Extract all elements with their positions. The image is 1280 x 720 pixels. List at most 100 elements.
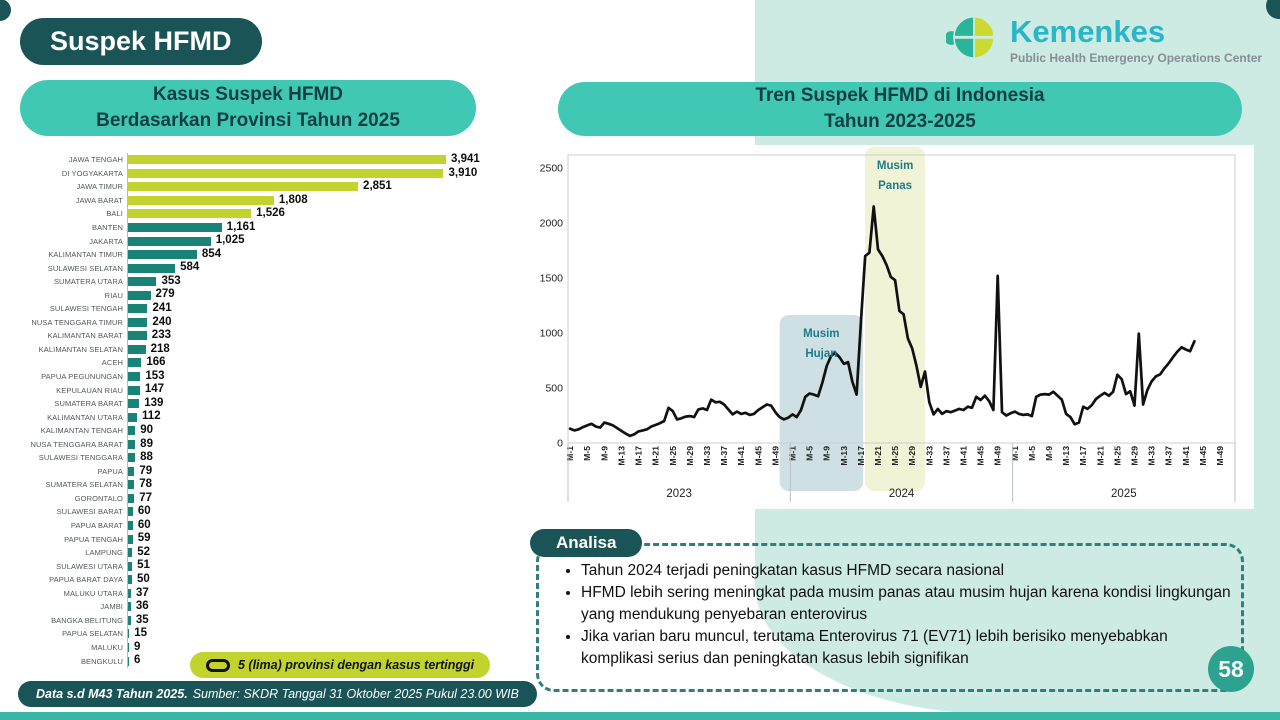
- province-value: 36: [135, 600, 149, 613]
- province-bar: [128, 250, 197, 260]
- province-label: BALI: [106, 209, 123, 219]
- y-tick-label: 0: [557, 438, 563, 450]
- y-tick-label: 2000: [540, 218, 564, 230]
- province-bar: [128, 588, 131, 598]
- province-bar: [128, 277, 157, 287]
- province-value: 233: [151, 329, 171, 342]
- province-bar: [128, 358, 142, 368]
- y-tick-label: 500: [545, 383, 563, 395]
- analisa-box: Tahun 2024 terjadi peningkatan kasus HFM…: [536, 543, 1244, 692]
- page-title: Suspek HFMD: [20, 18, 262, 65]
- province-label: JAWA TIMUR: [76, 182, 123, 192]
- province-value: 2,851: [363, 180, 392, 193]
- province-value: 15: [134, 627, 147, 640]
- footer-source: Sumber: SKDR Tanggal 31 Oktober 2025 Puk…: [192, 687, 519, 701]
- data-source-footer: Data s.d M43 Tahun 2025. Sumber: SKDR Ta…: [18, 681, 537, 707]
- corner-decoration-top-right: [1266, 0, 1280, 19]
- logo-brand-text: Kemenkes: [1010, 14, 1166, 50]
- province-row: KALIMANTAN BARAT 233: [24, 329, 529, 343]
- province-label: SUMATERA BARAT: [54, 399, 123, 409]
- province-row: RIAU 279: [24, 288, 529, 303]
- province-row: SUMATERA BARAT 139: [24, 396, 529, 411]
- province-label: RIAU: [104, 290, 123, 300]
- province-label: JAKARTA: [89, 236, 123, 246]
- province-value: 52: [137, 545, 150, 558]
- province-bar: [128, 521, 133, 531]
- province-row: SULAWESI TENGGARA 88: [24, 451, 529, 465]
- province-bar: [128, 331, 147, 341]
- province-label: PAPUA BARAT DAYA: [49, 575, 123, 585]
- corner-decoration-top-left: [0, 0, 11, 21]
- province-bar: [128, 629, 130, 639]
- province-value: 3,941: [451, 153, 480, 166]
- x-tick-label: M-49: [770, 446, 780, 466]
- province-bar: [128, 344, 146, 354]
- province-row: BENGKULU 6: [24, 654, 529, 668]
- province-row: BALI 1,526: [24, 207, 529, 221]
- x-tick-label: M-21: [873, 446, 883, 466]
- analisa-bullet: Jika varian baru muncul, terutama Entero…: [581, 626, 1241, 670]
- x-tick-label: M-13: [1061, 446, 1071, 466]
- kemenkes-logo: Kemenkes Public Health Emergency Operati…: [944, 10, 1263, 71]
- province-row: GORONTALO 77: [24, 491, 529, 506]
- province-row: KALIMANTAN TENGAH 90: [24, 423, 529, 438]
- logo-subtitle-text: Public Health Emergency Operations Cente…: [1010, 50, 1263, 65]
- analisa-label: Analisa: [530, 529, 643, 557]
- province-bar: [128, 615, 131, 625]
- province-bar: [128, 209, 252, 219]
- year-label: 2024: [889, 488, 915, 500]
- province-value: 584: [180, 261, 200, 274]
- province-bar: [128, 236, 211, 246]
- province-bar: [128, 426, 136, 436]
- province-row: JAMBI 36: [24, 600, 529, 614]
- province-value: 112: [142, 410, 161, 423]
- province-row: KALIMANTAN TIMUR 854: [24, 247, 529, 262]
- province-row: MALUKU 9: [24, 640, 529, 655]
- province-row: PAPUA PEGUNUNGAN 153: [24, 369, 529, 384]
- province-label: BANGKA BELITUNG: [51, 615, 123, 625]
- x-tick-label: M-45: [753, 446, 763, 466]
- province-value: 79: [139, 464, 153, 477]
- province-label: ACEH: [101, 358, 123, 368]
- x-tick-label: M-1: [1010, 446, 1020, 461]
- province-label: PAPUA TENGAH: [64, 534, 123, 544]
- province-value: 9: [134, 640, 141, 653]
- bottom-accent-bar: [0, 712, 1280, 720]
- x-tick-label: M-41: [1181, 446, 1191, 466]
- x-tick-label: M-33: [924, 446, 934, 466]
- trend-line: [568, 205, 1196, 438]
- x-tick-label: M-9: [599, 446, 609, 461]
- province-bar: [128, 548, 133, 558]
- trend-chart-title-line1: Tren Suspek HFMD di Indonesia: [755, 85, 1045, 107]
- province-bar: [128, 317, 148, 327]
- province-value: 241: [152, 302, 172, 315]
- x-tick-label: M-49: [1215, 446, 1225, 466]
- province-bar: [128, 372, 141, 382]
- province-bar: [128, 561, 133, 571]
- province-value: 35: [135, 613, 149, 626]
- province-bar: [128, 642, 129, 652]
- province-label: GORONTALO: [74, 493, 123, 503]
- province-row: BANGKA BELITUNG 35: [24, 613, 529, 628]
- x-tick-label: M-49: [993, 446, 1003, 466]
- province-value: 1,526: [256, 207, 285, 220]
- province-bar: [128, 155, 446, 165]
- province-value: 37: [135, 586, 149, 599]
- province-bar: [128, 399, 140, 409]
- province-label: PAPUA BARAT: [70, 521, 123, 531]
- province-label: NUSA TENGGARA BARAT: [30, 439, 123, 449]
- province-value: 78: [139, 478, 153, 491]
- province-value: 240: [152, 315, 172, 328]
- x-tick-label: M-13: [616, 446, 626, 466]
- province-row: JAWA TENGAH 3,941: [24, 153, 529, 167]
- x-tick-label: M-29: [1130, 446, 1140, 466]
- x-tick-label: M-33: [702, 446, 712, 466]
- province-value: 60: [137, 505, 151, 518]
- season-band-label: Musim: [877, 160, 913, 172]
- province-row: LAMPUNG 52: [24, 545, 529, 560]
- province-value: 218: [150, 342, 170, 355]
- province-value: 6: [134, 654, 141, 667]
- province-row: PAPUA BARAT DAYA 50: [24, 572, 529, 587]
- province-value: 59: [137, 532, 151, 545]
